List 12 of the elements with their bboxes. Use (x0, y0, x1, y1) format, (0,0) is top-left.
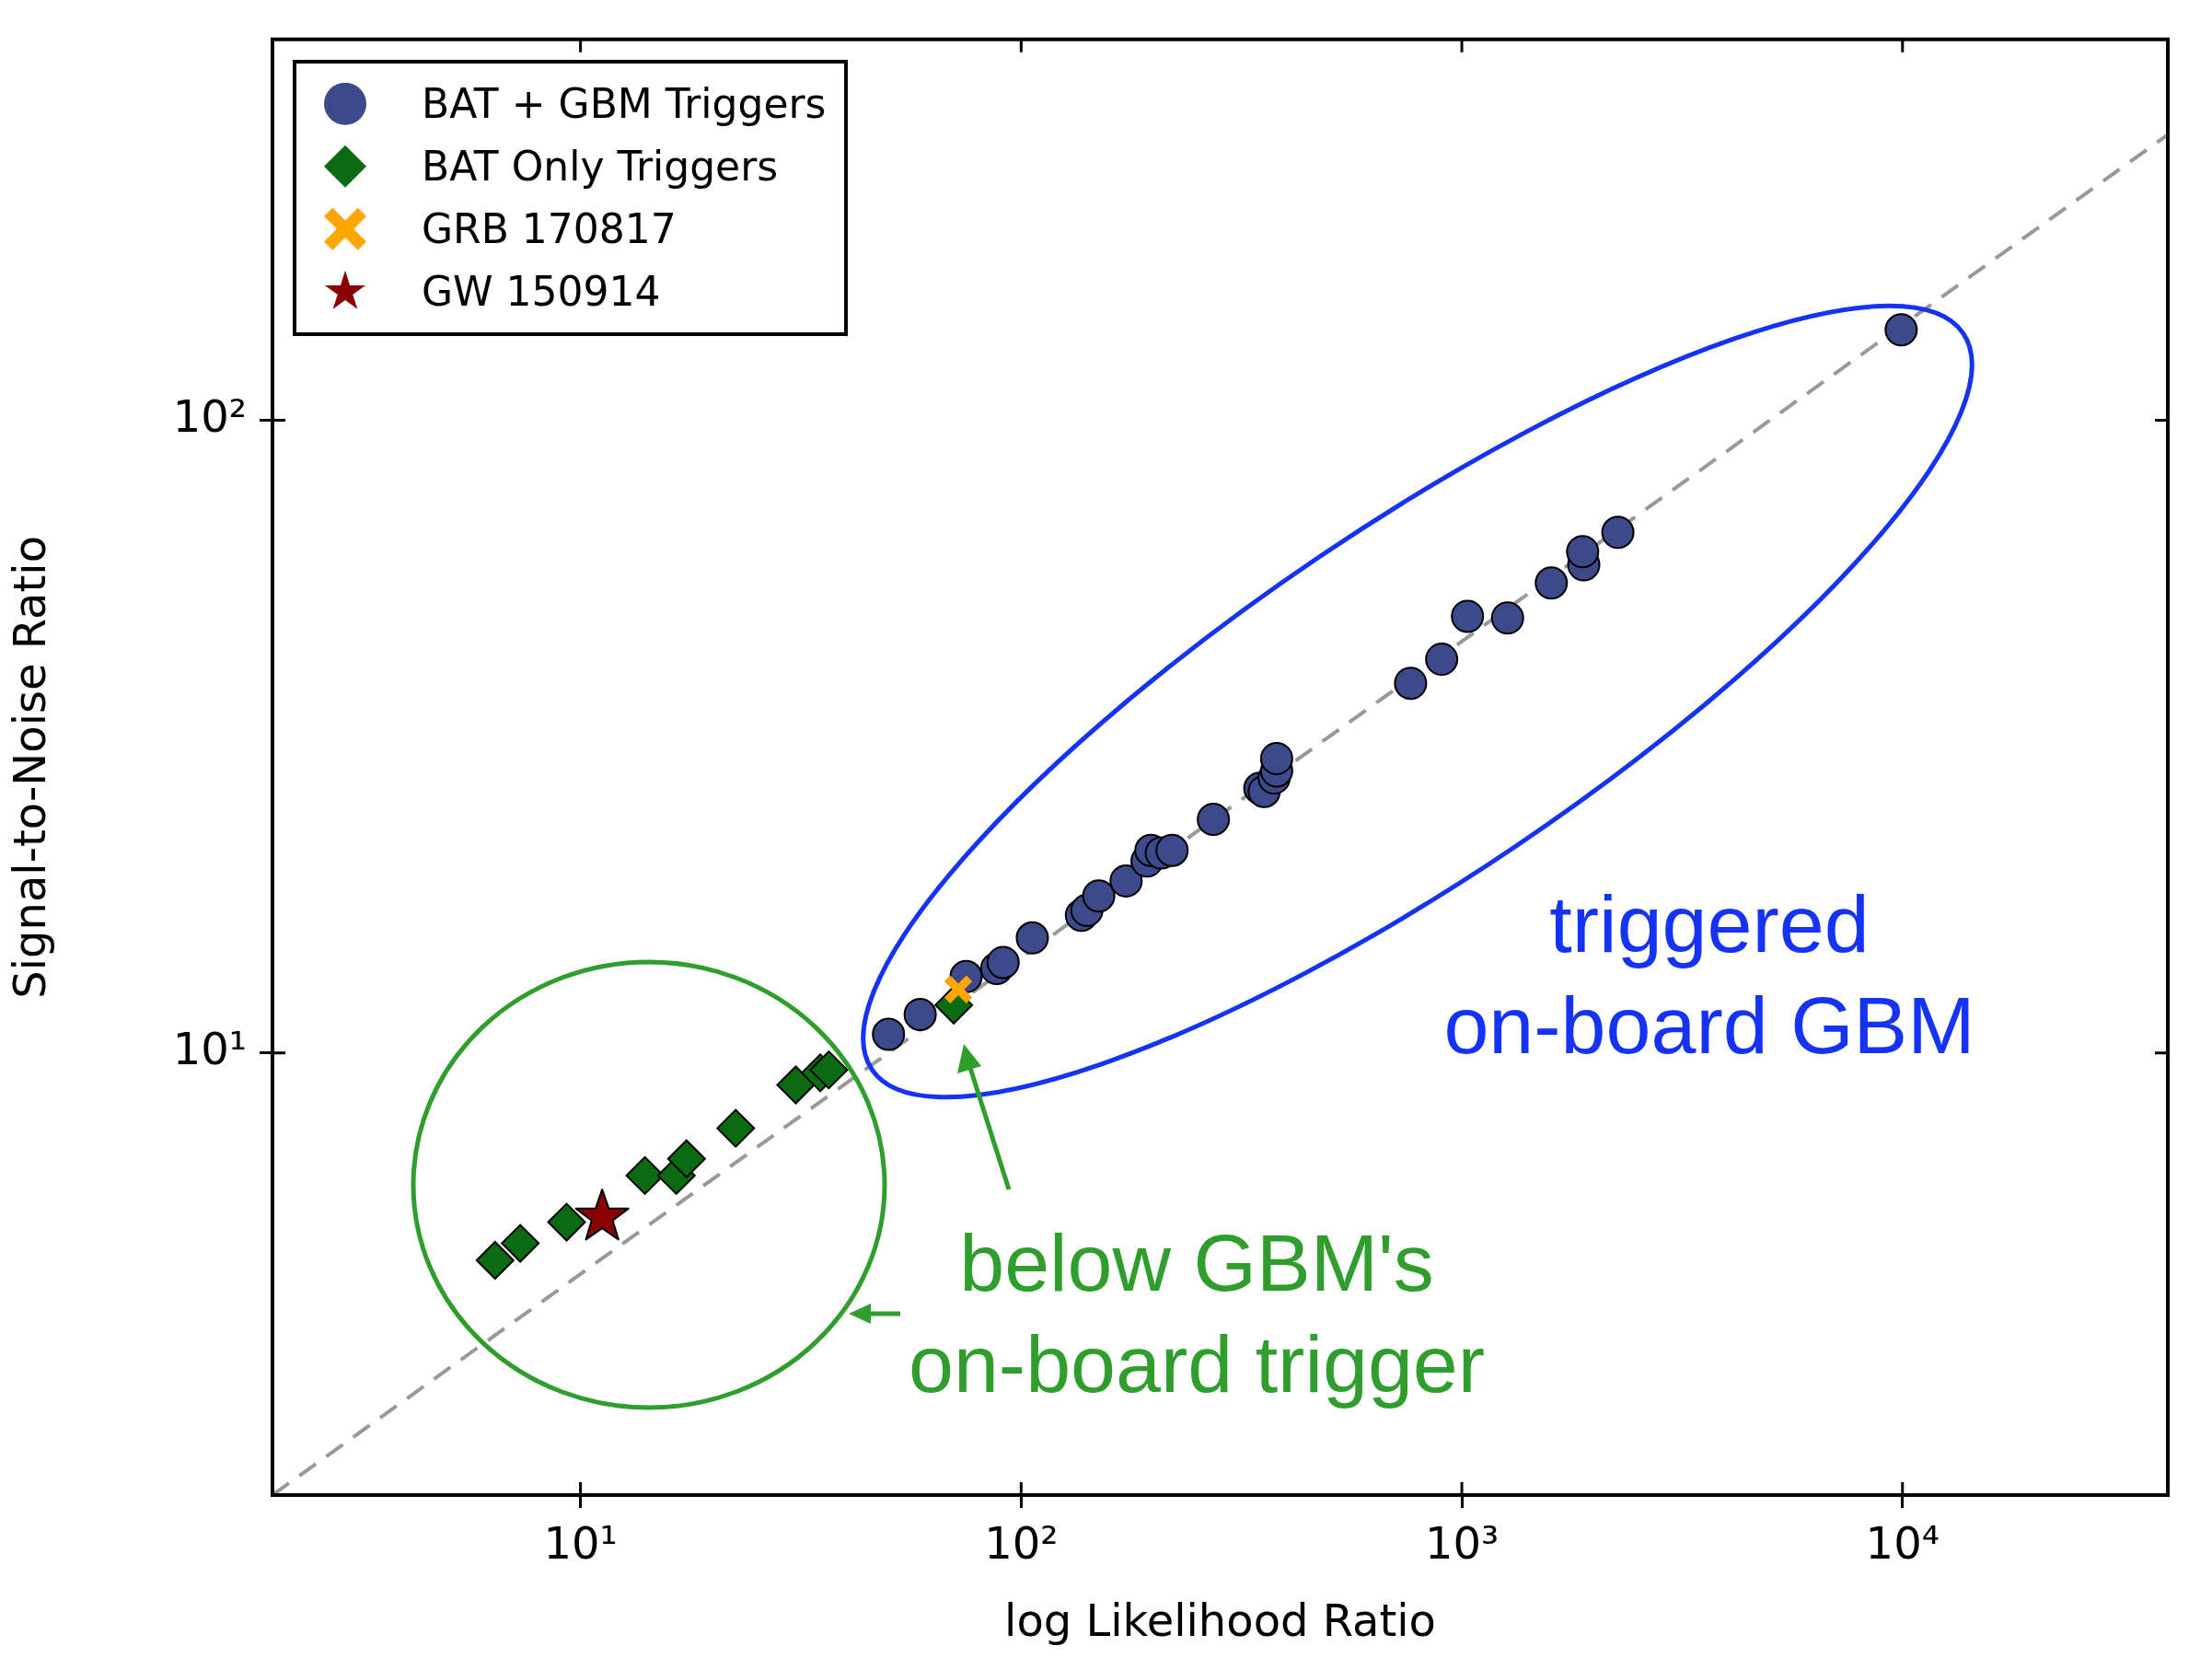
x-tick-label: 10² (984, 1517, 1059, 1570)
legend-label: GRB 170817 (422, 205, 677, 253)
legend-label: GW 150914 (422, 268, 661, 316)
legend-label: BAT Only Triggers (422, 143, 779, 191)
annotation: triggered on-board GBM (1443, 878, 1975, 1072)
x-tick-label: 10¹ (543, 1517, 618, 1570)
annotation: below GBM's on-board trigger (908, 1217, 1486, 1410)
y-axis-title: Signal-to-Noise Ratio (4, 535, 56, 999)
legend-label: BAT + GBM Triggers (422, 80, 827, 128)
x-tick-label: 10⁴ (1865, 1517, 1940, 1570)
x-tick-label: 10³ (1424, 1517, 1500, 1570)
x-axis-title: log Likelihood Ratio (1004, 1594, 1436, 1646)
